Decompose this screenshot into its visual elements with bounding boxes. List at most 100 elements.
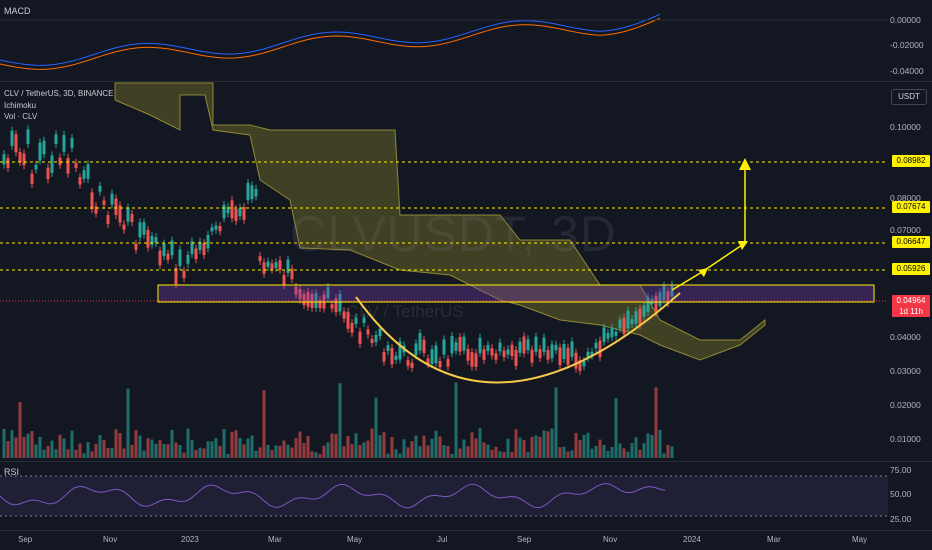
volume-bar (622, 448, 626, 458)
currency-button[interactable]: USDT (891, 89, 927, 105)
level-tag[interactable]: 0.05926 (892, 263, 930, 275)
candle-body (22, 153, 26, 166)
candle-body (654, 295, 658, 313)
volume-bar (634, 437, 638, 458)
volume-bar (38, 436, 42, 458)
support-zone-box (157, 284, 875, 303)
price-axis-label: 0.08000 (890, 193, 921, 203)
candle-body (318, 300, 322, 309)
volume-bar (250, 435, 254, 458)
candle-body (666, 291, 670, 304)
candle-body (262, 262, 266, 274)
price-axis-label: 0.07000 (890, 225, 921, 235)
volume-bar (214, 437, 218, 458)
price-axis-label: 0.10000 (890, 122, 921, 132)
candle-body (298, 289, 302, 300)
candle-body (670, 284, 674, 297)
volume-bar (626, 451, 630, 458)
candle-body (118, 205, 122, 223)
macd-title[interactable]: MACD (4, 6, 31, 16)
volume-bar (530, 436, 534, 458)
candle-body (486, 344, 490, 352)
time-axis-label: Nov (103, 535, 118, 544)
pane-separator-rsi[interactable] (0, 461, 932, 462)
candle-body (530, 349, 534, 363)
ichimoku-legend[interactable]: Ichimoku (4, 101, 37, 110)
projection-path (671, 162, 746, 291)
candle-body (190, 241, 194, 254)
volume-bar (614, 398, 618, 458)
volume-bar (174, 442, 178, 458)
volume-bar (306, 435, 310, 458)
volume-bar (110, 448, 114, 458)
volume-bar (482, 442, 486, 458)
level-tag[interactable]: 0.07674 (892, 201, 930, 213)
volume-bar (394, 449, 398, 458)
candle-body (358, 331, 362, 344)
time-axis-label: Mar (268, 535, 282, 544)
volume-bar (434, 430, 438, 458)
pane-separator-macd[interactable] (0, 81, 932, 82)
volume-bar (82, 453, 86, 458)
volume-bar (298, 431, 302, 458)
candle-body (386, 345, 390, 352)
candle-body (58, 157, 62, 165)
rsi-axis-label: 50.00 (890, 489, 912, 499)
candle-body (286, 259, 290, 273)
macd-axis-label: -0.02000 (890, 40, 924, 50)
volume-bar (526, 452, 530, 458)
volume-bar (282, 440, 286, 458)
candle-body (438, 360, 442, 368)
volume-bar (554, 387, 558, 458)
last-price-tag[interactable]: 0.04964 1d 11h (892, 295, 930, 317)
candle-body (194, 248, 198, 260)
candle-body (514, 350, 518, 366)
candle-body (634, 311, 638, 324)
volume-bar (262, 390, 266, 458)
volume-bar (618, 443, 622, 458)
ichimoku-cloud (114, 82, 766, 361)
level-tag[interactable]: 0.08982 (892, 155, 930, 167)
candle-body (130, 214, 134, 222)
candle-body (586, 351, 590, 358)
candle-body (70, 138, 74, 148)
volume-bar (670, 446, 674, 458)
candle-body (554, 344, 558, 351)
volume-bar (42, 449, 46, 458)
candle-body (542, 337, 546, 353)
volume-legend[interactable]: Vol · CLV (4, 112, 38, 121)
symbol-legend[interactable]: CLV / TetherUS, 3D, BINANCE (4, 89, 114, 98)
volume-bar (102, 440, 106, 458)
volume-bar (410, 441, 414, 458)
candle-body (434, 345, 438, 364)
candle-body (598, 340, 602, 358)
rsi-band (0, 476, 888, 516)
candle-body (606, 332, 610, 339)
candle-body (362, 317, 366, 323)
volume-bar (422, 435, 426, 458)
candle-body (74, 162, 78, 169)
volume-bar (198, 447, 202, 458)
volume-bar (374, 397, 378, 458)
candle-body (506, 349, 510, 355)
candle-body (110, 193, 114, 205)
volume-bar (438, 436, 442, 458)
volume-bar (398, 453, 402, 458)
volume-bar (638, 449, 642, 458)
volume-bar (190, 439, 194, 458)
volume-bar (538, 436, 542, 458)
rsi-title[interactable]: RSI (4, 467, 20, 477)
volume-bar (466, 446, 470, 458)
candle-body (106, 215, 110, 224)
candle-body (502, 350, 506, 358)
volume-bar (366, 440, 370, 458)
level-tag[interactable]: 0.06647 (892, 236, 930, 248)
volume-bar (238, 437, 242, 458)
volume-bar (218, 446, 222, 458)
volume-bar (362, 442, 366, 458)
volume-bar (94, 443, 98, 458)
candle-body (566, 347, 570, 365)
candle-body (578, 360, 582, 371)
